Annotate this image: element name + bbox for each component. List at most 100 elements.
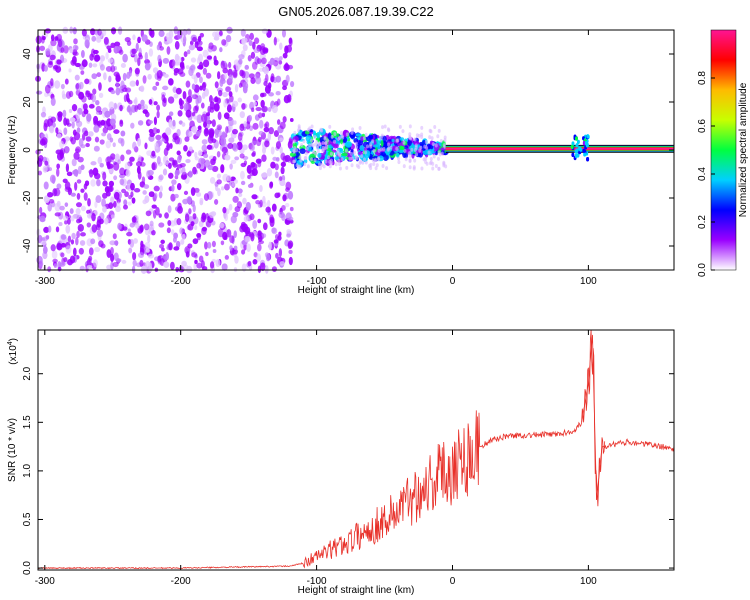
noise-blob	[287, 64, 294, 70]
noise-blob	[103, 72, 107, 81]
noise-blob	[110, 196, 115, 204]
noise-blob	[129, 80, 136, 87]
noise-blob	[119, 173, 126, 179]
onset-halo	[389, 145, 393, 150]
onset-blob	[353, 138, 359, 144]
noise-blob	[43, 195, 50, 204]
noise-blob	[99, 139, 105, 145]
noise-blob	[76, 230, 80, 239]
noise-blob	[80, 188, 85, 193]
noise-blob	[216, 150, 221, 158]
noise-blob	[134, 105, 139, 113]
onset-halo	[419, 145, 423, 150]
onset-halo	[355, 163, 359, 168]
noise-blob	[134, 67, 140, 75]
onset-halo	[308, 143, 312, 148]
noise-blob	[246, 164, 252, 174]
noise-blob	[208, 42, 214, 50]
onset-halo	[418, 148, 422, 153]
onset-halo	[332, 139, 336, 144]
noise-blob	[214, 96, 219, 103]
noise-blob	[224, 254, 229, 260]
y-tick-label: 40	[22, 48, 33, 60]
noise-blob	[201, 82, 206, 92]
noise-blob	[240, 28, 246, 37]
onset-halo	[318, 166, 322, 171]
noise-blob	[64, 202, 69, 207]
noise-blob	[129, 156, 135, 162]
noise-blob	[204, 241, 208, 250]
noise-blob	[166, 227, 171, 234]
onset-halo	[443, 138, 447, 143]
noise-blob	[70, 192, 76, 197]
noise-blob	[206, 144, 213, 150]
onset-blob	[407, 139, 412, 146]
noise-blob	[42, 165, 48, 173]
onset-halo	[324, 159, 328, 164]
noise-blob	[247, 174, 251, 180]
noise-blob	[279, 121, 286, 130]
noise-blob	[229, 235, 235, 244]
noise-blob	[50, 39, 57, 47]
noise-blob	[248, 39, 253, 47]
noise-blob	[75, 202, 83, 208]
noise-blob	[268, 92, 275, 97]
noise-blob	[251, 194, 258, 200]
noise-blob	[264, 140, 270, 148]
noise-blob	[79, 240, 86, 246]
noise-blob	[87, 131, 94, 137]
noise-blob	[274, 171, 279, 179]
noise-blob	[180, 173, 187, 180]
noise-blob	[221, 186, 225, 191]
noise-blob	[232, 195, 239, 203]
noise-blob	[251, 152, 256, 157]
noise-blob	[115, 87, 121, 96]
noise-blob	[56, 163, 61, 169]
noise-blob	[144, 228, 150, 236]
noise-blob	[279, 56, 283, 61]
noise-blob	[167, 205, 172, 214]
noise-blob	[144, 142, 148, 150]
x-tick-label: 0	[450, 576, 456, 587]
noise-blob	[194, 224, 198, 231]
noise-blob	[91, 93, 97, 103]
noise-blob	[181, 233, 186, 241]
x-tick-label: -200	[171, 276, 191, 287]
onset-blob	[303, 158, 308, 164]
noise-blob	[87, 213, 93, 219]
noise-blob	[137, 103, 142, 111]
onset-halo	[395, 146, 399, 151]
noise-blob	[71, 158, 77, 167]
x-tick-label: 100	[580, 576, 597, 587]
noise-blob	[108, 101, 115, 110]
noise-blob	[132, 34, 136, 41]
noise-blob	[216, 179, 222, 185]
onset-halo	[348, 156, 352, 161]
onset-blob	[372, 144, 379, 148]
noise-blob	[49, 54, 56, 61]
noise-blob	[146, 150, 153, 157]
noise-blob	[156, 69, 163, 79]
noise-blob	[197, 150, 203, 157]
noise-blob	[65, 163, 70, 173]
noise-blob	[275, 252, 279, 259]
noise-blob	[108, 75, 112, 83]
noise-blob	[243, 120, 248, 128]
noise-blob	[83, 108, 89, 115]
noise-blob	[61, 90, 66, 98]
onset-halo	[360, 154, 364, 159]
noise-blob	[86, 209, 91, 215]
onset-blob	[345, 141, 353, 148]
onset-halo	[425, 146, 429, 151]
noise-blob	[71, 104, 78, 112]
noise-blob	[152, 209, 157, 219]
noise-blob	[285, 74, 290, 84]
noise-blob	[161, 247, 165, 252]
noise-blob	[88, 247, 94, 256]
noise-blob	[167, 220, 172, 226]
onset-blob	[391, 138, 395, 143]
noise-blob	[278, 60, 283, 65]
onset-halo	[428, 135, 432, 140]
onset-halo	[380, 147, 384, 152]
noise-blob	[237, 132, 243, 141]
